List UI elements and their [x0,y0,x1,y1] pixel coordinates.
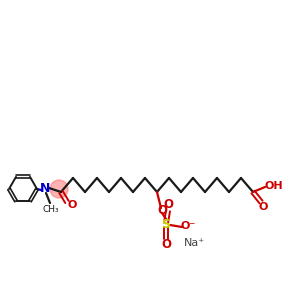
Text: Na⁺: Na⁺ [183,238,205,248]
Text: CH₃: CH₃ [43,205,59,214]
Text: O⁻: O⁻ [180,221,196,231]
Text: OH: OH [265,181,283,191]
Text: O: O [163,199,173,212]
Text: O: O [161,238,171,250]
Text: O: O [67,200,77,210]
Text: S: S [161,218,170,232]
Circle shape [50,180,68,198]
Text: O: O [157,205,167,218]
Text: O: O [258,202,268,212]
Text: N: N [40,182,50,196]
